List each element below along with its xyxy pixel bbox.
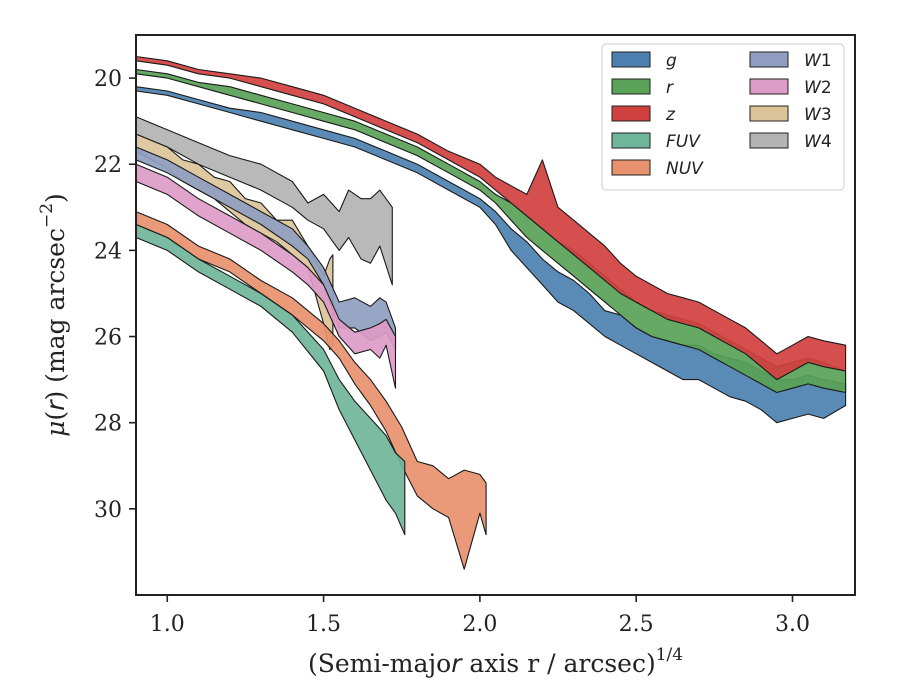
profile-bands xyxy=(135,55,847,570)
legend-swatch xyxy=(749,78,789,95)
legend-label: W3 xyxy=(804,105,832,125)
legend-swatch xyxy=(749,105,789,122)
legend-label: z xyxy=(665,105,676,125)
y-tick-label: 30 xyxy=(94,498,122,523)
legend-swatch xyxy=(611,132,651,149)
y-axis-label: μ(r) (mag arcsec−2) xyxy=(37,193,70,437)
band-r xyxy=(135,68,847,394)
legend-label: W1 xyxy=(804,51,832,71)
legend-swatch xyxy=(749,132,789,149)
y-tick-label: 28 xyxy=(94,412,122,437)
band-w2 xyxy=(135,163,397,389)
legend-label: NUV xyxy=(666,159,704,179)
legend-label: g xyxy=(666,51,677,71)
legend-label: r xyxy=(666,78,674,98)
legend-swatch xyxy=(611,78,651,95)
y-tick-label: 24 xyxy=(94,239,122,264)
band-z xyxy=(135,55,847,381)
x-tick-label: 2.0 xyxy=(462,612,497,637)
y-axis-ticks: 20 22 24 26 28 30 xyxy=(94,67,136,523)
legend: grz FUV NUV W1 W2 W3 W4 xyxy=(601,43,845,191)
y-tick-label: 26 xyxy=(94,326,122,351)
legend-swatch xyxy=(611,105,651,122)
x-tick-label: 2.5 xyxy=(619,612,654,637)
band-fuv xyxy=(135,223,406,536)
x-axis-ticks: 1.0 1.5 2.0 2.5 3.0 xyxy=(150,595,810,637)
x-tick-label: 1.5 xyxy=(306,612,341,637)
legend-swatch xyxy=(611,51,651,68)
legend-swatch xyxy=(749,51,789,68)
y-tick-label: 20 xyxy=(94,67,122,92)
x-tick-label: 1.0 xyxy=(150,612,185,637)
band-w4 xyxy=(135,116,393,286)
y-tick-label: 22 xyxy=(94,153,122,178)
legend-label: FUV xyxy=(666,132,701,152)
legend-label: W4 xyxy=(804,132,832,152)
x-tick-label: 3.0 xyxy=(775,612,810,637)
x-axis-label: (Semi-major axis r / arcsec)1/4 xyxy=(308,645,683,678)
plot-frame xyxy=(135,34,856,596)
legend-label: W2 xyxy=(804,78,832,98)
legend-swatch xyxy=(611,159,651,176)
